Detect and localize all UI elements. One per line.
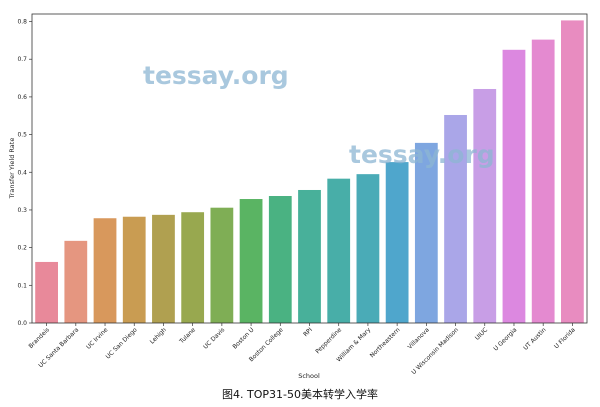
x-tick-label: Brandeis bbox=[27, 326, 51, 350]
bar-villanova bbox=[414, 142, 438, 323]
y-ticks: 0.0 0.1 0.2 0.3 0.4 0.5 0.6 0.7 0.8 bbox=[17, 19, 32, 327]
x-tick-label: Tulane bbox=[178, 326, 198, 346]
y-tick-label: 0.0 bbox=[17, 320, 27, 327]
y-tick-label: 0.1 bbox=[17, 282, 27, 289]
bar-u-florida bbox=[561, 20, 584, 323]
bar-rpi bbox=[298, 189, 321, 323]
bar-lehigh bbox=[152, 214, 175, 323]
bar-uc-santa-barbara bbox=[64, 240, 88, 323]
y-tick-label: 0.8 bbox=[17, 19, 27, 26]
figure-caption: 图4. TOP31-50美本转学入学率 bbox=[222, 388, 378, 401]
chart: 0.0 0.1 0.2 0.3 0.4 0.5 0.6 0.7 0.8 Brandeis UC S… bbox=[8, 13, 588, 380]
y-tick-label: 0.5 bbox=[17, 132, 27, 139]
x-tick-label: UC Irvine bbox=[85, 326, 110, 351]
y-tick-label: 0.4 bbox=[17, 169, 27, 176]
x-tick-label: Villanova bbox=[406, 326, 431, 351]
bars-group bbox=[35, 20, 584, 324]
bar-u-georgia bbox=[502, 49, 526, 324]
bar-uc-irvine bbox=[93, 218, 117, 323]
y-tick-label: 0.6 bbox=[17, 94, 27, 101]
bar-pepperdine bbox=[327, 178, 351, 323]
x-tick-label: Boston U bbox=[231, 326, 255, 350]
x-axis-label: School bbox=[298, 372, 320, 380]
bar-uc-davis bbox=[210, 207, 234, 323]
bar-brandeis bbox=[35, 261, 58, 323]
y-axis-label: Transfer Yield Rate bbox=[8, 138, 16, 200]
x-tick-label: UC Davis bbox=[202, 326, 226, 350]
y-tick-label: 0.7 bbox=[17, 56, 27, 63]
y-tick-label: 0.2 bbox=[17, 245, 27, 252]
bar-u-wisconsin-madison bbox=[444, 114, 467, 324]
x-tick-label: UC San Diego bbox=[105, 326, 139, 360]
x-tick-label: Lehigh bbox=[149, 326, 168, 345]
x-tick-label: Pepperdine bbox=[314, 326, 343, 355]
bar-northeastern bbox=[385, 162, 409, 323]
watermark-1: tessay.org bbox=[143, 61, 289, 90]
bar-boston-college bbox=[268, 196, 292, 323]
bar-tulane bbox=[181, 212, 205, 323]
bar-uiuc bbox=[473, 88, 497, 324]
bar-boston-u bbox=[239, 199, 263, 323]
x-tick-label: U Florida bbox=[553, 326, 577, 350]
y-tick-label: 0.3 bbox=[17, 207, 27, 214]
x-tick-label: UIUC bbox=[474, 326, 489, 341]
bar-william-mary bbox=[356, 174, 380, 323]
x-tick-label: U Georgia bbox=[492, 326, 518, 352]
x-tick-label: Northeastern bbox=[369, 326, 402, 359]
x-tick-label: RPI bbox=[302, 326, 314, 338]
bar-ut-austin bbox=[531, 39, 555, 324]
x-tick-label: UT Austin bbox=[522, 326, 547, 351]
bar-uc-san-diego bbox=[122, 216, 146, 323]
watermark-2: tessay.org bbox=[349, 140, 495, 169]
